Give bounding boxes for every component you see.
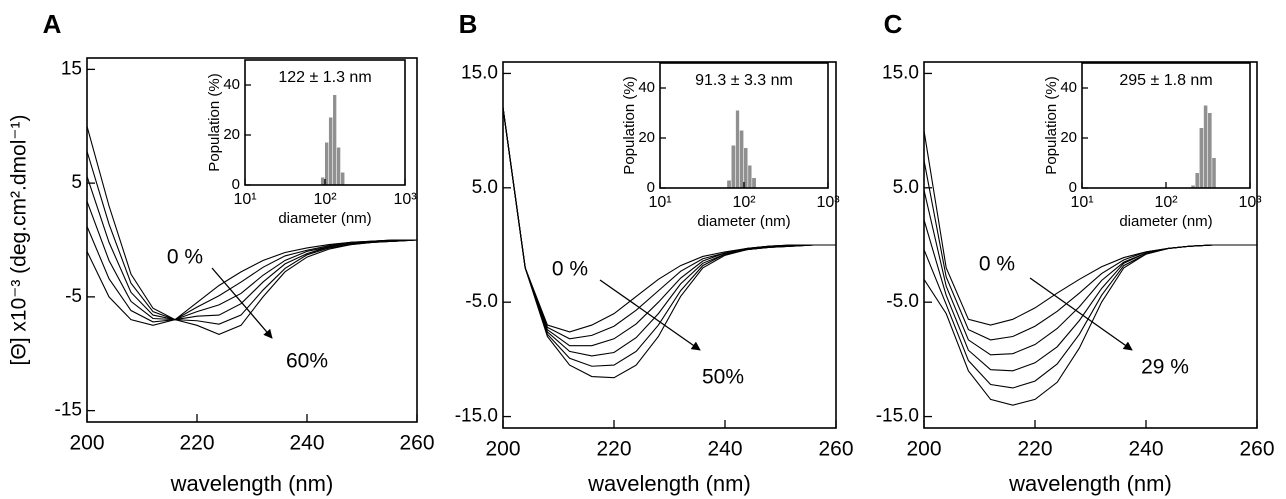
- histogram-bar: [735, 110, 740, 188]
- inset-y-label: Population (%): [621, 76, 638, 174]
- x-tick-label: 260: [818, 438, 853, 461]
- histogram-bar: [744, 148, 748, 188]
- y-tick-label: -15: [55, 400, 82, 421]
- annotation: 50%: [702, 366, 744, 389]
- inset-annotation: 122 ± 1.3 nm: [278, 69, 371, 86]
- annotation-arrow: [211, 267, 273, 339]
- histogram-bar: [1195, 173, 1199, 188]
- inset-x-tick-label: 10³: [393, 191, 417, 208]
- inset-x-tick-label: 10¹: [233, 191, 256, 208]
- histogram-bar: [727, 180, 731, 188]
- x-tick-label: 200: [906, 438, 941, 461]
- histogram-bar: [1199, 128, 1204, 188]
- annotation: 60%: [286, 350, 328, 373]
- inset-y-tick-label: 20: [223, 126, 240, 143]
- inset-annotation: 295 ± 1.8 nm: [1119, 72, 1212, 89]
- histogram-bar: [1212, 158, 1216, 188]
- x-tick-label: 240: [1128, 438, 1163, 461]
- inset-x-tick-label: 10²: [1154, 194, 1178, 211]
- histogram-bar: [325, 142, 329, 185]
- histogram-bar: [1203, 105, 1208, 188]
- histogram-bar: [739, 130, 744, 188]
- x-axis-label: wavelength (nm): [587, 471, 751, 496]
- inset-y-label: Population (%): [1043, 76, 1060, 174]
- inset-x-tick-label: 10³: [1238, 194, 1262, 211]
- spectrum-line: [502, 107, 836, 379]
- histogram-bar: [320, 177, 325, 185]
- spectrum-line: [923, 219, 1257, 372]
- inset-y-tick-label: 0: [232, 176, 240, 193]
- x-tick-label: 260: [1239, 438, 1274, 461]
- y-tick-label: 15.0: [882, 62, 919, 83]
- y-tick-label: 5: [71, 172, 82, 193]
- inset-y-tick-label: 0: [647, 179, 655, 196]
- x-tick-label: 260: [399, 432, 434, 455]
- annotation-arrow: [1029, 277, 1133, 351]
- panel-label: A: [43, 9, 62, 39]
- spectrum-line: [86, 176, 418, 321]
- inset-y-tick-label: 20: [638, 129, 655, 146]
- inset-y-tick-label: 0: [1069, 179, 1077, 196]
- spectrum-line: [86, 226, 417, 323]
- annotation: 0 %: [552, 258, 588, 281]
- histogram-bar: [340, 172, 345, 185]
- inset-y-tick-label: 40: [1060, 79, 1077, 96]
- histogram-bar: [748, 165, 752, 188]
- histogram-bar: [731, 145, 736, 188]
- y-tick-label: 15.0: [461, 62, 498, 83]
- x-axis-label: wavelength (nm): [1008, 471, 1172, 496]
- annotation: 0 %: [979, 253, 1015, 276]
- x-tick-label: 240: [707, 438, 742, 461]
- x-tick-label: 200: [69, 432, 104, 455]
- y-tick-label: -15.0: [455, 406, 498, 427]
- y-tick-label: 5.0: [472, 177, 498, 198]
- y-tick-label: 15: [61, 58, 82, 79]
- annotation: 0 %: [167, 246, 203, 269]
- y-tick-label: -5.0: [465, 291, 498, 312]
- histogram-bar: [1191, 185, 1195, 188]
- y-axis-label: [Θ] x10⁻³ (deg.cm².dmol⁻¹): [8, 115, 31, 366]
- spectrum-line: [923, 244, 1257, 406]
- inset-x-label: diameter (nm): [697, 213, 790, 230]
- spectrum-line: [502, 107, 836, 347]
- x-axis-label: wavelength (nm): [170, 471, 334, 496]
- histogram-bar: [1207, 113, 1212, 188]
- x-tick-label: 200: [485, 438, 520, 461]
- annotation: 29 %: [1141, 356, 1189, 379]
- inset-x-tick-label: 10¹: [648, 194, 671, 211]
- spectrum-line: [923, 244, 1257, 389]
- y-tick-label: -15.0: [876, 406, 919, 427]
- histogram-bar: [752, 178, 756, 188]
- inset-x-label: diameter (nm): [278, 210, 371, 227]
- panel-label: C: [884, 9, 903, 39]
- y-tick-label: -5.0: [886, 291, 919, 312]
- inset-y-tick-label: 40: [223, 76, 240, 93]
- inset-background: [1082, 63, 1250, 188]
- inset-x-tick-label: 10²: [732, 194, 756, 211]
- x-tick-label: 220: [179, 432, 214, 455]
- x-tick-label: 220: [1017, 438, 1052, 461]
- inset-y-tick-label: 20: [1060, 129, 1077, 146]
- inset-y-label: Population (%): [206, 73, 223, 171]
- histogram-bar: [328, 117, 333, 185]
- inset-x-label: diameter (nm): [1119, 213, 1212, 230]
- inset-y-tick-label: 40: [638, 79, 655, 96]
- panel-label: B: [459, 9, 478, 39]
- histogram-bar: [333, 95, 337, 185]
- spectrum-line: [86, 126, 418, 336]
- annotation-arrow: [599, 279, 701, 351]
- y-tick-label: -5: [65, 286, 82, 307]
- x-tick-label: 240: [289, 432, 324, 455]
- spectrum-line: [86, 201, 417, 321]
- inset-x-tick-label: 10²: [313, 191, 337, 208]
- inset-x-tick-label: 10¹: [1070, 194, 1093, 211]
- inset-x-tick-label: 10³: [816, 194, 840, 211]
- x-tick-label: 220: [596, 438, 631, 461]
- inset-annotation: 91.3 ± 3.3 nm: [695, 72, 793, 89]
- y-tick-label: 5.0: [893, 177, 919, 198]
- histogram-bar: [336, 147, 341, 185]
